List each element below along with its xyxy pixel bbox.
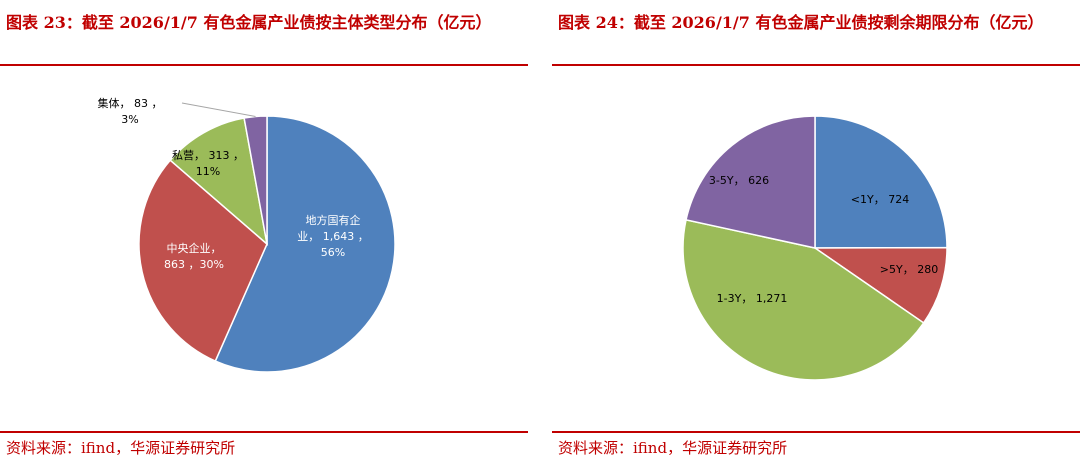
pie-chart-left: 地方国有企业， 1,643 ， 56% 中央企业， 863 ，30% 私营， 313 ，… <box>98 96 396 373</box>
pie-chart-right: <1Y， 724 >5Y， 280 1-3Y， 1,271 3-5Y， 626 <box>682 115 948 381</box>
pie-slice-right-1y <box>814 115 948 249</box>
slice-label-left-slice: 私营， 313 ， 11% <box>172 148 244 178</box>
slice-label-left-slice: 集体， 83 ， 3% <box>98 96 163 126</box>
title-rule-left <box>0 64 528 66</box>
pie-slice-left-slice <box>169 117 269 246</box>
pie-slice-left-slice <box>214 115 396 373</box>
pie-slice-right-5y <box>812 246 948 324</box>
pie-slice-right-3-5y <box>685 115 816 249</box>
chart-title-right: 图表 24：截至 2026/1/7 有色金属产业债按剩余期限分布（亿元） <box>558 13 1044 32</box>
chart-panel-right: 图表 24：截至 2026/1/7 有色金属产业债按剩余期限分布（亿元） <1Y… <box>552 0 1080 467</box>
leader-line-left-slice <box>181 102 256 118</box>
source-note-right: 资料来源：ifind，华源证券研究所 <box>558 439 788 457</box>
slice-label-right-1-3y: 1-3Y， 1,271 <box>717 292 788 305</box>
pie-slice-left-slice <box>138 159 268 363</box>
source-note-left: 资料来源：ifind，华源证券研究所 <box>6 439 236 457</box>
title-rule-right <box>552 64 1080 66</box>
source-rule-right <box>552 431 1080 433</box>
slice-label-right-5y: >5Y， 280 <box>880 263 938 276</box>
source-rule-left <box>0 431 528 433</box>
pie-slice-right-1-3y <box>682 218 925 381</box>
chart-title-left: 图表 23：截至 2026/1/7 有色金属产业债按主体类型分布（亿元） <box>6 13 492 32</box>
slice-label-right-3-5y: 3-5Y， 626 <box>709 174 769 187</box>
slice-label-right-1y: <1Y， 724 <box>851 193 909 206</box>
chart-panel-left: 图表 23：截至 2026/1/7 有色金属产业债按主体类型分布（亿元） 地方国… <box>0 0 528 467</box>
slice-label-left-slice: 地方国有企业， 1,643 ， 56% <box>297 213 368 259</box>
slice-label-left-slice: 中央企业， 863 ，30% <box>164 241 224 271</box>
